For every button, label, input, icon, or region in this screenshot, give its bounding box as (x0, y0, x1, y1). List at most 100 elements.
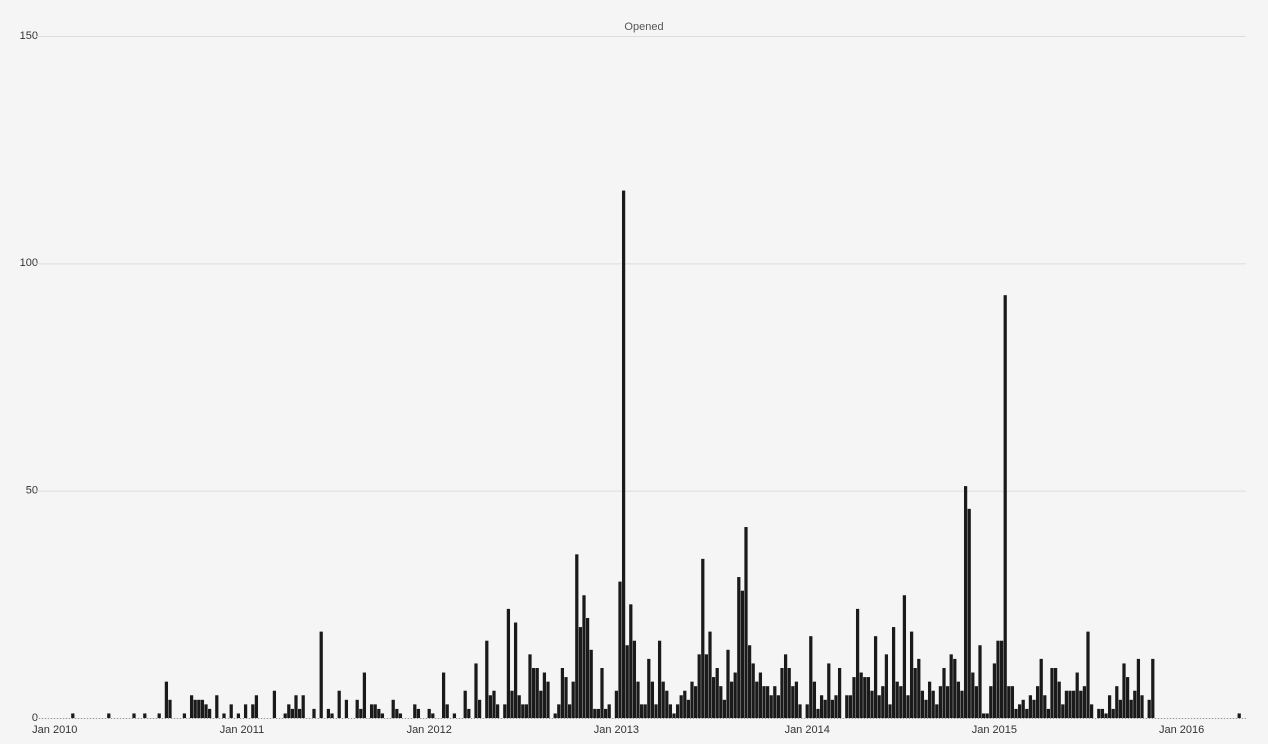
bar (985, 713, 989, 718)
bar (920, 690, 925, 718)
bar (751, 663, 755, 718)
bar (1043, 695, 1047, 718)
x-tick-label: Jan 2015 (972, 724, 1017, 736)
bar (207, 708, 212, 718)
bar (1010, 686, 1015, 718)
bar (974, 686, 979, 718)
bar (416, 708, 421, 718)
bar (1053, 667, 1058, 718)
bar (1014, 708, 1018, 718)
bar (877, 695, 881, 718)
bar (1082, 686, 1087, 718)
bar (823, 699, 827, 718)
x-tick-label: Jan 2010 (32, 724, 77, 736)
bar (222, 713, 226, 718)
x-tick-label: Jan 2011 (220, 724, 264, 736)
bar (762, 686, 766, 718)
bar (485, 640, 489, 718)
bar (168, 699, 172, 718)
bar (917, 658, 921, 718)
bar (369, 704, 374, 718)
bar (891, 627, 896, 718)
bar (1061, 704, 1065, 718)
bar (780, 667, 784, 718)
bar (1032, 699, 1036, 718)
bar (312, 708, 316, 718)
bar (294, 695, 298, 718)
bar (837, 667, 842, 718)
bar (344, 699, 349, 718)
bar (355, 699, 359, 718)
bar (582, 595, 586, 718)
bar (686, 699, 691, 718)
bar (765, 686, 770, 718)
bar (852, 677, 856, 718)
bar (1086, 631, 1090, 718)
bar (243, 704, 248, 718)
bar (657, 640, 662, 718)
bar (621, 190, 626, 718)
bar (535, 667, 539, 718)
bar (668, 704, 673, 718)
bar (326, 708, 331, 718)
bar (593, 708, 597, 718)
bar (881, 686, 885, 718)
bar (819, 695, 824, 718)
bar (902, 595, 907, 718)
bar (193, 699, 197, 718)
bar (989, 686, 993, 718)
bar (672, 713, 676, 718)
bar (463, 690, 467, 718)
bar (517, 695, 521, 718)
bar (733, 672, 737, 718)
bar (427, 708, 431, 718)
bar (913, 667, 917, 718)
bar (625, 645, 629, 718)
bar (747, 645, 752, 718)
bar (200, 699, 205, 718)
bar (1133, 690, 1137, 718)
bar (650, 681, 655, 718)
bar (359, 708, 363, 718)
bar (283, 713, 287, 718)
bar (614, 690, 619, 718)
bar (1097, 708, 1101, 718)
bar (665, 690, 669, 718)
bar (956, 681, 961, 718)
bar (236, 713, 241, 718)
bar (391, 699, 395, 718)
bar (1115, 686, 1119, 718)
bar (816, 708, 820, 718)
bar (1100, 708, 1105, 718)
bar (506, 608, 511, 718)
bar (1021, 699, 1025, 718)
bar (589, 649, 593, 718)
bar (1129, 699, 1133, 718)
bar (827, 663, 831, 718)
bar (632, 640, 637, 718)
bar (924, 699, 928, 718)
bar (596, 708, 601, 718)
bar (859, 672, 863, 718)
bar (740, 590, 745, 718)
bar (942, 667, 946, 718)
bar (380, 713, 385, 718)
bar (157, 713, 161, 718)
bar (935, 704, 939, 718)
bar (963, 486, 968, 718)
bar (1068, 690, 1072, 718)
bar (1025, 708, 1029, 718)
bar (711, 677, 716, 718)
bar (467, 708, 471, 718)
bar (189, 695, 194, 718)
bar (1057, 681, 1061, 718)
bar (564, 677, 568, 718)
bar (701, 558, 705, 718)
bar (697, 654, 701, 718)
bar (1079, 690, 1083, 718)
x-tick-label: Jan 2014 (785, 724, 830, 736)
bar (445, 704, 449, 718)
bar (575, 554, 579, 718)
bar (744, 527, 748, 718)
bar (722, 699, 727, 718)
